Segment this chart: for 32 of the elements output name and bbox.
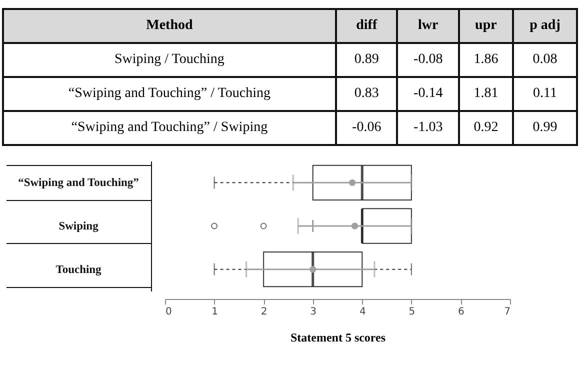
text: 0.89 xyxy=(336,43,398,77)
text: -0.08 xyxy=(397,43,459,77)
y-tick-label: Touching xyxy=(56,264,102,276)
text: 0.99 xyxy=(513,111,577,145)
text: Swiping / Touching xyxy=(3,43,336,77)
text: 0.92 xyxy=(458,111,514,145)
x-tick-label: 5 xyxy=(408,306,416,318)
x-tick-label: 6 xyxy=(458,306,464,318)
x-tick-label: 0 xyxy=(166,306,172,318)
text: lwr xyxy=(397,9,459,43)
y-tick-label: Swiping xyxy=(58,220,99,232)
text: -0.14 xyxy=(397,77,459,111)
text: Method xyxy=(3,9,336,43)
text: “Swiping and Touching” / Touching xyxy=(3,77,336,111)
text: 0.83 xyxy=(336,77,398,111)
text: diff xyxy=(336,9,398,43)
x-tick-label: 1 xyxy=(212,306,218,318)
x-axis-title: Statement 5 scores xyxy=(290,330,386,344)
x-tick-label: 3 xyxy=(310,306,317,318)
x-tick-label: 7 xyxy=(504,306,510,318)
text: “Swiping and Touching” / Swiping xyxy=(3,111,336,145)
x-tick-label: 4 xyxy=(359,306,366,318)
text: -0.06 xyxy=(336,111,398,145)
text: p adj xyxy=(513,9,577,43)
text: upr xyxy=(458,9,514,43)
text: 1.81 xyxy=(458,77,514,111)
text: 1.86 xyxy=(458,43,514,77)
text: -1.03 xyxy=(397,111,459,145)
y-tick-label: “Swiping and Touching” xyxy=(18,177,140,190)
text: 0.11 xyxy=(513,77,577,111)
x-tick-label: 2 xyxy=(260,306,268,318)
text: 0.08 xyxy=(513,43,577,77)
